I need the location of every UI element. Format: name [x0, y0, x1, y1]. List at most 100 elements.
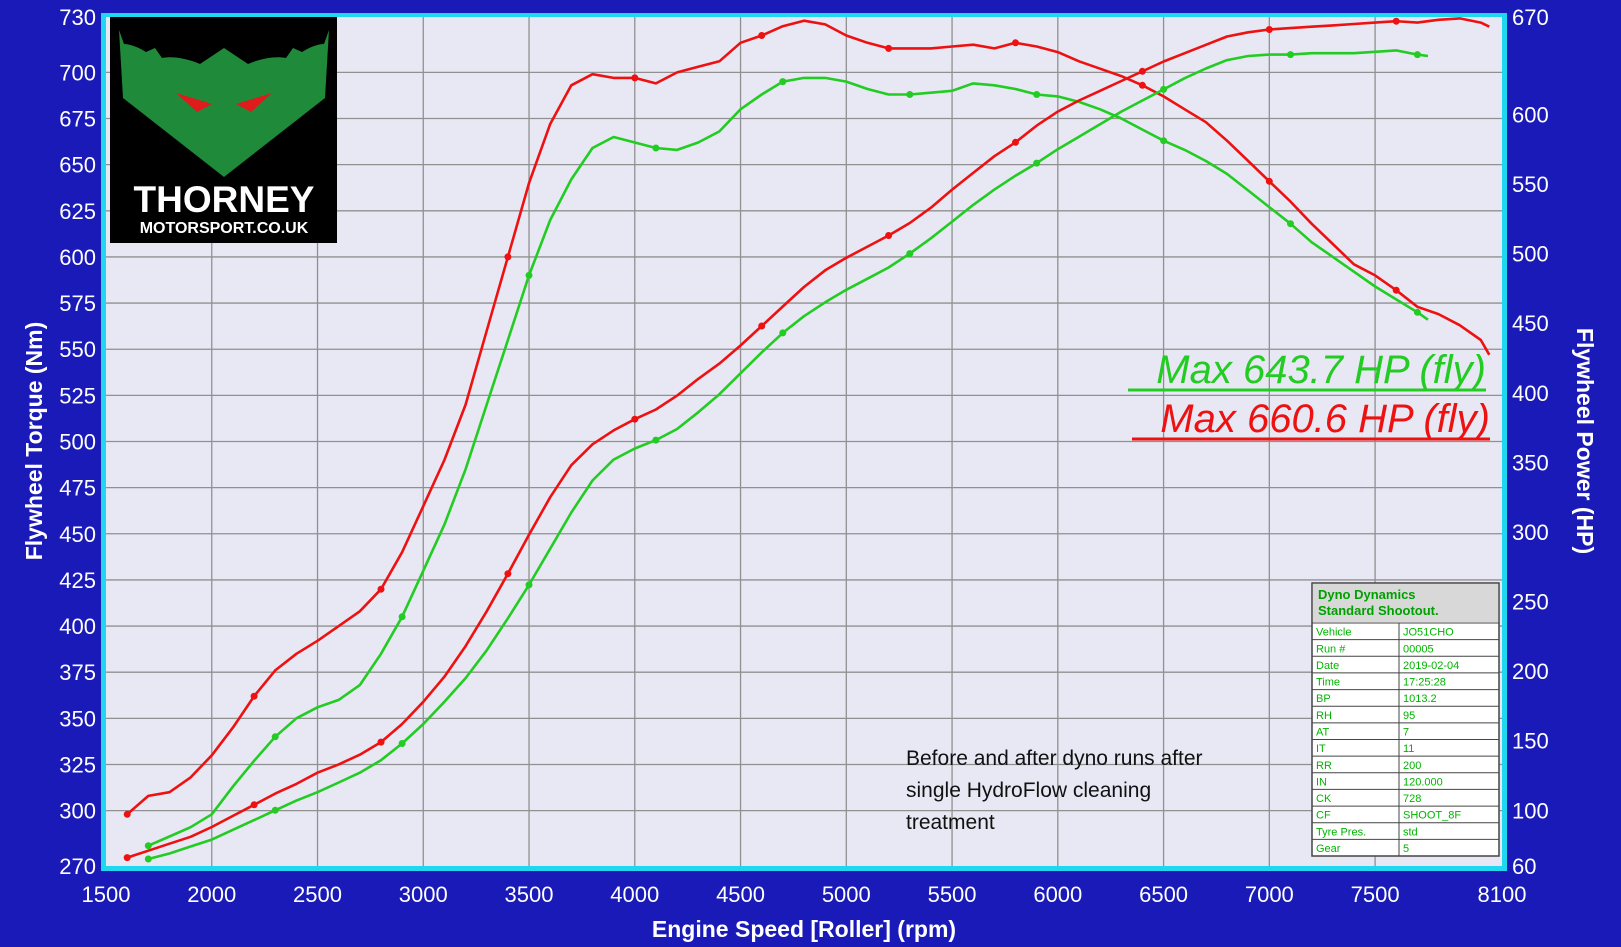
left-eye-icon	[176, 93, 212, 112]
info-table-key: RH	[1316, 710, 1332, 722]
data-point	[271, 806, 279, 814]
data-point	[1265, 26, 1273, 33]
y-right-tick-label: 450	[1512, 311, 1549, 336]
data-point	[377, 738, 385, 746]
data-point	[250, 692, 258, 700]
data-point	[885, 44, 893, 52]
y-left-tick-label: 350	[59, 706, 96, 731]
y-right-tick-label: 670	[1512, 5, 1549, 30]
y-left-axis-title: Flywheel Torque (Nm)	[21, 322, 47, 561]
y-right-tick-label: 150	[1512, 729, 1549, 754]
info-table-value: 5	[1403, 843, 1409, 855]
info-table-key: Vehicle	[1316, 627, 1351, 639]
note-line-2: single HydroFlow cleaning	[906, 779, 1151, 802]
x-tick-label: 2500	[293, 882, 342, 907]
data-point	[250, 801, 258, 809]
info-table-key: RR	[1316, 760, 1332, 772]
data-point	[906, 250, 914, 258]
info-table-value: std	[1403, 826, 1418, 838]
x-tick-label: 6500	[1139, 882, 1188, 907]
y-left-tick-label: 270	[59, 854, 96, 879]
logo: THORNEY MOTORSPORT.CO.UK	[110, 17, 337, 243]
data-point	[123, 810, 131, 818]
x-tick-label: 2000	[187, 882, 236, 907]
max-red-label: Max 660.6 HP (fly)	[1160, 397, 1490, 441]
data-series	[123, 17, 1491, 863]
x-tick-label: 4500	[716, 882, 765, 907]
grid-lines	[106, 17, 1502, 866]
data-point	[525, 581, 533, 589]
mask-emblem-icon	[119, 30, 329, 177]
y-left-tick-label: 675	[59, 107, 96, 132]
x-tick-label: 7000	[1245, 882, 1294, 907]
x-tick-label: 8100	[1478, 882, 1527, 907]
data-point	[1012, 39, 1019, 47]
info-table-value: 1013.2	[1403, 693, 1437, 705]
series-torque-line-0	[126, 19, 1491, 816]
data-point	[906, 91, 914, 98]
data-point	[1265, 177, 1273, 185]
data-point	[758, 322, 766, 330]
data-point	[398, 740, 406, 747]
data-point	[631, 74, 639, 82]
data-point	[525, 271, 533, 279]
info-table-value: JO51CHO	[1403, 627, 1454, 639]
info-table-key: Run #	[1316, 643, 1346, 655]
y-right-tick-label: 400	[1512, 381, 1549, 406]
data-point	[758, 32, 766, 39]
info-table-value: 728	[1403, 793, 1421, 805]
y-right-tick-label: 350	[1512, 450, 1549, 475]
info-table-key: IT	[1316, 743, 1326, 755]
y-left-tick-label: 325	[59, 752, 96, 777]
info-table-title: Dyno Dynamics	[1318, 587, 1416, 602]
note-line-1: Before and after dyno runs after	[906, 747, 1203, 770]
max-hp-labels: Max 643.7 HP (fly) Max 660.6 HP (fly)	[1128, 348, 1490, 441]
x-axis-title: Engine Speed [Roller] (rpm)	[652, 916, 956, 942]
y-left-tick-label: 625	[59, 199, 96, 224]
data-point	[779, 329, 787, 337]
info-table-key: CF	[1316, 810, 1331, 822]
right-eye-icon	[236, 93, 272, 112]
y-left-tick-label: 650	[59, 153, 96, 178]
y-left-tick-label: 525	[59, 383, 96, 408]
data-point	[123, 854, 131, 862]
data-point	[377, 585, 385, 593]
y-left-tick-label: 730	[59, 5, 96, 30]
info-table-value: 00005	[1403, 643, 1434, 655]
max-green-label: Max 643.7 HP (fly)	[1156, 348, 1486, 392]
x-tick-label: 6000	[1033, 882, 1082, 907]
y-left-tick-labels: 270 300 325 350 375 400 425 450 475 500 525 550 575 6…	[59, 5, 96, 879]
info-table-key: Date	[1316, 660, 1339, 672]
data-point	[1413, 51, 1421, 59]
y-right-axis-title: Flywheel Power (HP)	[1572, 328, 1598, 554]
data-point	[1138, 67, 1146, 75]
x-tick-label: 7500	[1351, 882, 1400, 907]
y-right-tick-label: 200	[1512, 659, 1549, 684]
data-point	[652, 436, 660, 444]
y-left-tick-label: 400	[59, 614, 96, 639]
y-left-tick-label: 375	[59, 660, 96, 685]
info-table-value: 7	[1403, 727, 1409, 739]
series-power-line-3	[147, 49, 1429, 861]
y-right-tick-label: 300	[1512, 520, 1549, 545]
info-table-value: 17:25:28	[1403, 677, 1446, 689]
info-table-key: BP	[1316, 693, 1331, 705]
x-tick-label: 3000	[399, 882, 448, 907]
data-point	[504, 253, 512, 261]
info-table-value: SHOOT_8F	[1403, 810, 1461, 822]
data-point	[1033, 159, 1041, 167]
data-point	[1287, 51, 1294, 59]
data-point	[144, 842, 152, 850]
data-point	[504, 570, 512, 578]
data-point	[271, 733, 279, 741]
data-point	[631, 415, 639, 423]
y-left-tick-label: 300	[59, 799, 96, 824]
info-table-value: 200	[1403, 760, 1421, 772]
y-right-tick-labels: 60 100 150 200 250 300 350 400 450 500 550 600 670	[1512, 5, 1549, 879]
data-point	[1012, 138, 1019, 146]
logo-line2: MOTORSPORT.CO.UK	[140, 220, 309, 237]
data-point	[885, 232, 893, 239]
info-table-key: CK	[1316, 793, 1332, 805]
